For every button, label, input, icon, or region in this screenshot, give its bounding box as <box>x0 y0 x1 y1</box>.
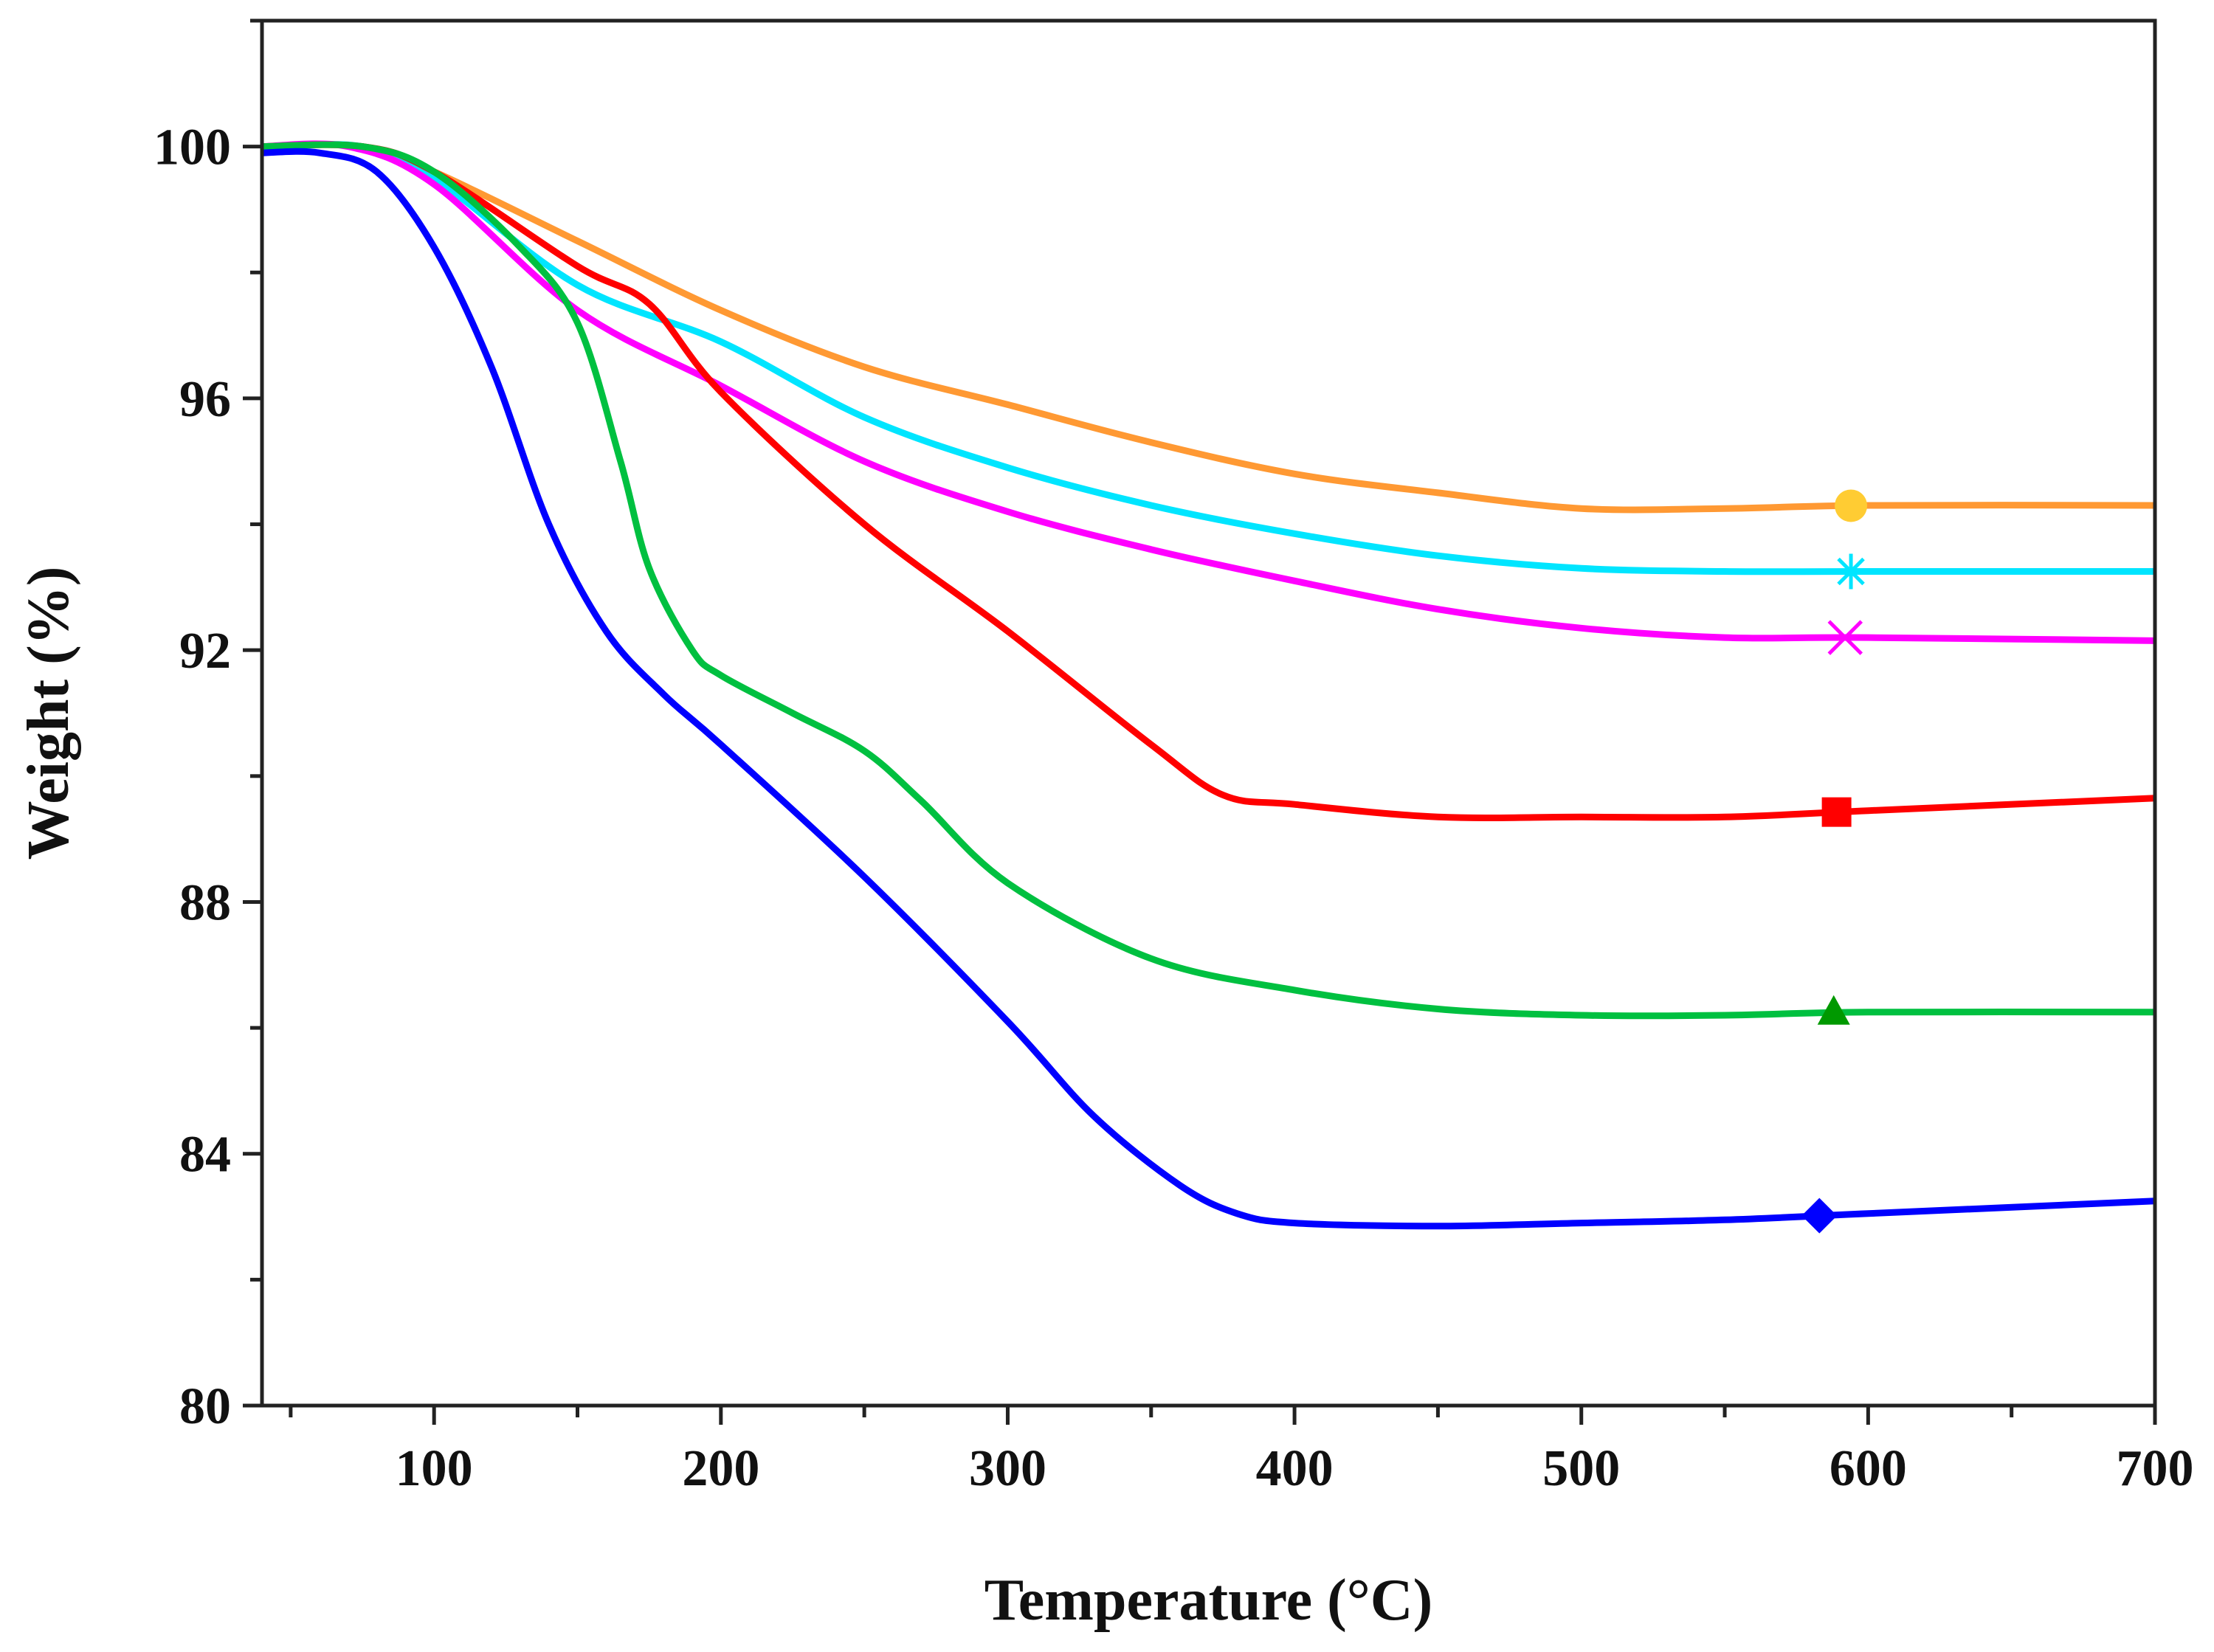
series-line-green <box>261 141 2156 1020</box>
x-tick-label: 100 <box>396 1440 473 1497</box>
x-tick-labels: 100 200 300 400 500 600 700 <box>396 1440 2194 1497</box>
tick-layer <box>243 18 2157 1425</box>
x-tick-label: 500 <box>1542 1440 1620 1497</box>
series-line-red <box>261 141 2156 822</box>
y-tick-label: 88 <box>179 874 231 931</box>
series-marker-red <box>1821 797 1852 827</box>
series-marker-blue <box>1801 1197 1838 1234</box>
y-tick-label: 80 <box>179 1378 231 1435</box>
series-marker-orange <box>1835 489 1868 522</box>
x-tick-label: 200 <box>682 1440 759 1497</box>
series-marker-magenta <box>1827 620 1863 655</box>
y-tick-labels: 80 84 88 92 96 100 <box>154 120 231 1435</box>
y-tick-label: 100 <box>154 120 231 176</box>
x-tick-label: 600 <box>1830 1440 1907 1497</box>
x-tick-label: 700 <box>2117 1440 2194 1497</box>
y-tick-label: 96 <box>179 371 231 428</box>
marker-layer <box>1801 489 1869 1234</box>
x-axis-title: Temperature (°C) <box>984 1568 1432 1633</box>
series-marker-cyan <box>1833 553 1869 590</box>
series-marker-green <box>1817 995 1850 1025</box>
x-tick-label: 400 <box>1256 1440 1334 1497</box>
y-axis-title: Weight (%) <box>16 567 81 860</box>
series-layer <box>261 140 2156 1230</box>
y-tick-label: 92 <box>179 623 231 680</box>
series-line-magenta <box>261 140 2156 644</box>
plot-frame <box>260 18 2157 1408</box>
series-line-orange <box>261 141 2156 514</box>
x-tick-label: 300 <box>969 1440 1046 1497</box>
series-line-blue <box>261 148 2156 1230</box>
y-tick-label: 84 <box>179 1127 231 1183</box>
